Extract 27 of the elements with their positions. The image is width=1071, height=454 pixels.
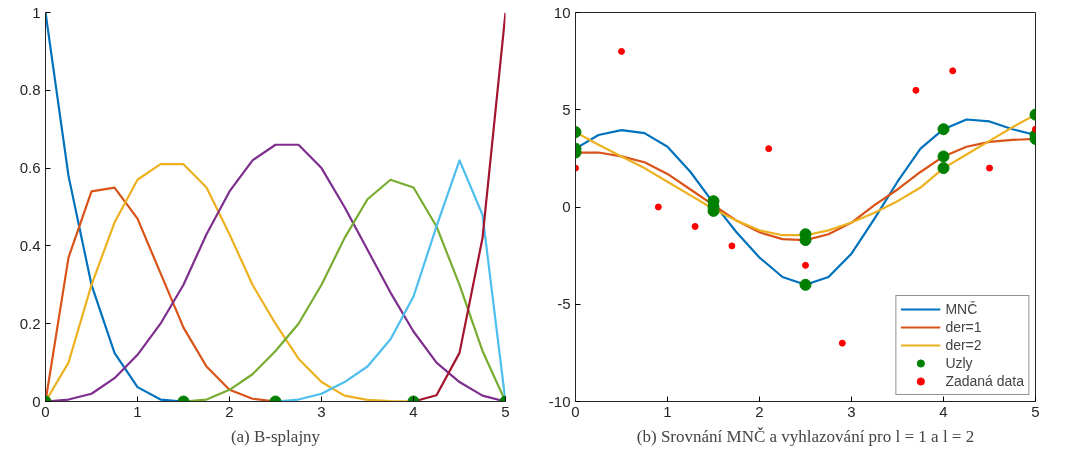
y-tick-label: 5 — [562, 100, 571, 118]
x-tick-label: 2 — [755, 402, 764, 420]
x-tick-label: 3 — [847, 402, 856, 420]
x-tick-label: 5 — [1031, 402, 1040, 420]
text: (a) B-splajny — [230, 426, 321, 446]
legend-label: der=2 — [945, 336, 982, 354]
y-tick-label: -5 — [557, 295, 571, 313]
y-tick-label: 1 — [32, 3, 41, 21]
x-tick-label: 4 — [409, 402, 418, 420]
y-tick-label: 0 — [562, 198, 571, 215]
x-tick-label: 4 — [939, 402, 948, 420]
y-tick-label: 0.6 — [19, 159, 41, 177]
x-tick-label: 1 — [663, 402, 672, 420]
y-tick-label: 10 — [553, 3, 571, 21]
legend-label: MNČ — [945, 300, 978, 318]
y-tick-label: 0.2 — [19, 314, 41, 332]
x-tick-label: 5 — [501, 402, 510, 420]
legend-label: Uzly — [945, 354, 973, 372]
x-tick-label: 2 — [225, 402, 234, 420]
x-tick-label: 1 — [133, 402, 142, 420]
y-tick-label: 0.8 — [19, 81, 41, 99]
text: (b) Srovnání MNČ a vyhlazování pro l = 1 a l = 2 — [636, 426, 975, 446]
y-tick-label: -10 — [548, 392, 571, 410]
legend-label: Zadaná data — [945, 372, 1024, 390]
x-tick-label: 3 — [317, 402, 326, 420]
legend-label: der=1 — [945, 318, 982, 336]
y-tick-label: 0.4 — [19, 236, 41, 254]
